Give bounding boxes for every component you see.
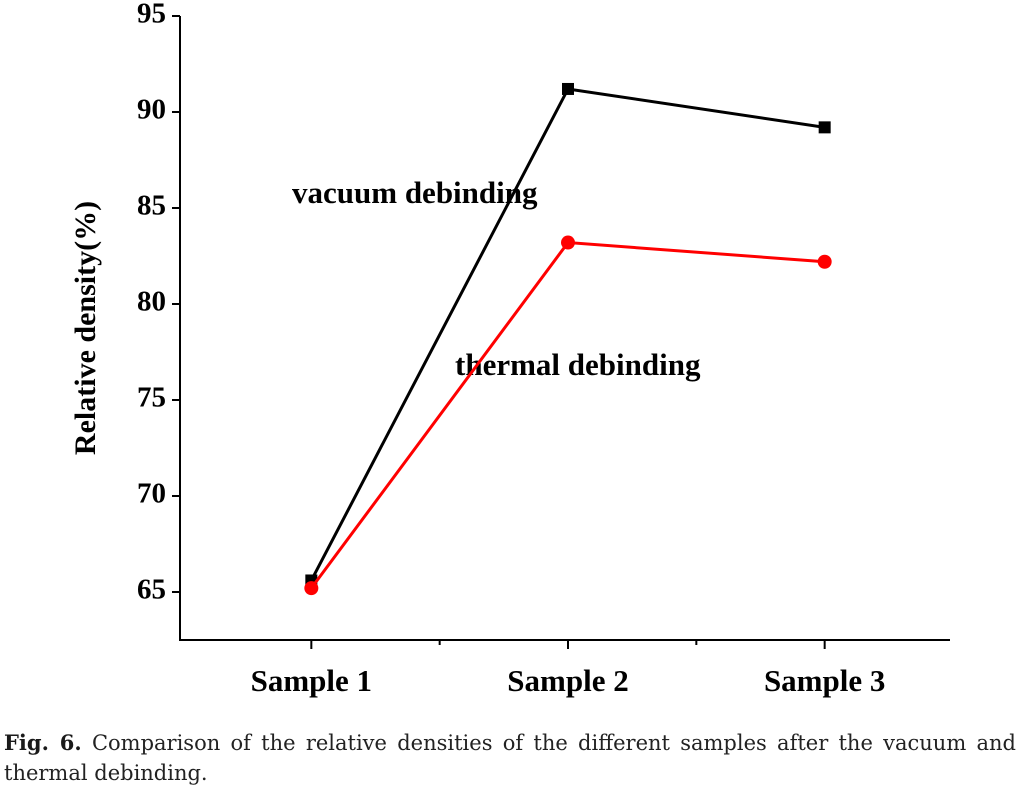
- y-tick-label: 65: [137, 574, 166, 606]
- y-tick-label: 95: [137, 0, 166, 30]
- caption-text: Comparison of the relative densities of …: [4, 731, 1016, 785]
- y-tick-label: 75: [137, 382, 166, 414]
- chart: Relative density(%) vacuum debinding the…: [69, 0, 950, 698]
- y-axis-label: Relative density(%): [69, 201, 102, 455]
- caption: Fig. 6. Comparison of the relative densi…: [4, 728, 1016, 788]
- y-tick-label: 80: [137, 286, 166, 318]
- annotation: thermal debinding: [455, 347, 701, 382]
- marker: [562, 82, 574, 95]
- y-tick-label: 70: [137, 478, 166, 510]
- marker: [304, 581, 319, 596]
- series-line: [310, 87, 825, 582]
- series-line: [310, 241, 825, 590]
- x-tick-label: Sample 1: [251, 663, 372, 698]
- y-tick-label: 90: [137, 94, 166, 126]
- x-tick-label: Sample 3: [764, 663, 885, 698]
- y-tick-label: 85: [137, 190, 166, 222]
- marker: [817, 254, 832, 269]
- caption-label: Fig. 6.: [4, 730, 82, 755]
- x-tick-label: Sample 2: [507, 663, 628, 698]
- marker: [818, 121, 831, 134]
- marker: [561, 235, 575, 250]
- annotation: vacuum debinding: [292, 175, 538, 210]
